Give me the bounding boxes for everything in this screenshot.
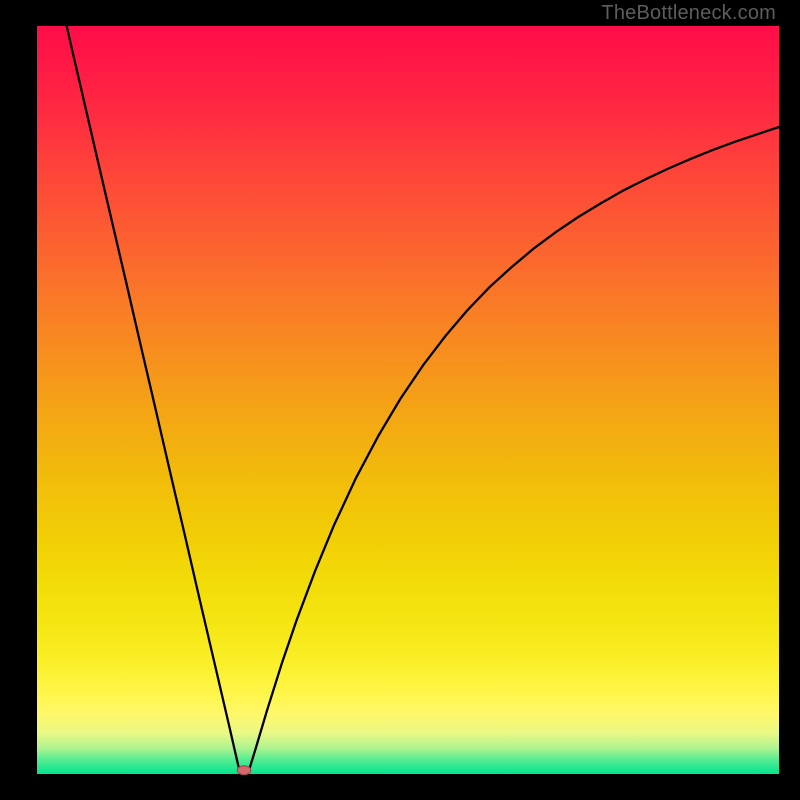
optimum-marker: [237, 766, 250, 775]
attribution-label: TheBottleneck.com: [601, 2, 776, 25]
plot-background: [37, 26, 779, 774]
bottleneck-chart: [0, 0, 800, 800]
